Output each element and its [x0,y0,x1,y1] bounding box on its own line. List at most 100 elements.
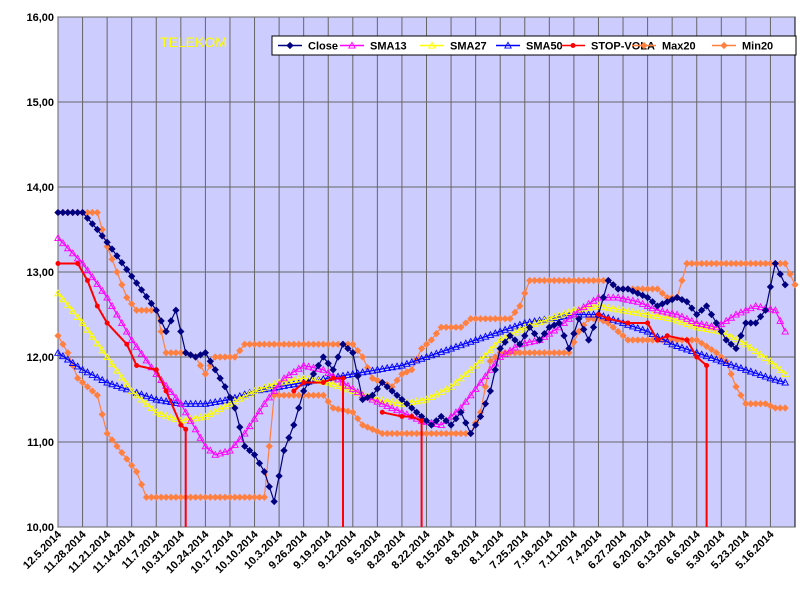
data-point-sma27 [270,380,279,388]
data-point-sma50 [682,345,691,353]
data-point-close [629,287,637,295]
data-point-sma13 [176,399,185,407]
data-point-sma13 [54,233,62,242]
data-point-sma27 [250,386,259,395]
data-point-max20 [118,281,126,289]
data-point-sma13 [348,384,357,392]
data-point-close [260,468,268,476]
data-point-sma50 [186,399,195,407]
data-point-close [639,291,647,299]
data-point-sma27 [294,374,303,383]
y-axis-ticks: 10,00 11,00 12,00 13,00 14,00 15,00 16,00 [26,12,54,534]
data-point-min20 [761,400,770,408]
data-point-sma27 [196,413,205,421]
data-point-stop-vola [595,312,601,317]
data-point-close [776,270,784,278]
data-point-max20 [457,323,465,331]
data-point-max20 [496,315,504,323]
data-point-sma50 [93,373,102,381]
data-point-sma13 [309,363,318,371]
data-point-close [285,434,293,442]
data-point-max20 [290,340,298,348]
y-tick-label: 11,00 [27,437,54,449]
data-point-close [329,366,337,374]
data-point-max20 [359,353,367,361]
data-point-close [771,259,779,268]
data-point-stop-vola [124,341,130,347]
data-point-sma27 [265,381,274,389]
data-point-max20 [688,259,696,268]
data-point-sma50 [771,375,780,383]
data-point-sma27 [397,399,406,407]
data-point-sma50 [122,385,131,393]
data-point-sma27 [78,318,87,327]
data-point-min20 [530,349,539,357]
data-point-close [452,415,460,423]
data-point-sma13 [673,310,682,318]
data-point-stop-vola [134,363,140,368]
data-point-max20 [437,323,445,331]
data-point-min20 [422,429,431,438]
data-point-sma50 [397,361,406,369]
data-point-sma27 [83,325,92,333]
data-point-max20 [761,259,770,268]
data-point-min20 [481,383,490,391]
data-point-close [604,276,612,285]
data-point-min20 [398,429,406,438]
data-point-close [702,302,711,310]
data-point-close [698,306,706,314]
data-point-stop-vola [409,414,415,419]
data-point-sma50 [776,376,785,385]
legend-label: SMA13 [370,41,407,53]
data-point-sma13 [614,293,623,301]
data-point-sma27 [383,397,392,405]
data-point-sma27 [776,365,785,373]
data-point-sma13 [245,421,254,430]
data-point-max20 [334,340,342,348]
legend-item-stop-vola: STOP-VOLA [561,41,655,53]
data-point-min20 [241,493,249,501]
data-point-sma27 [619,306,627,314]
data-point-sma13 [707,322,716,330]
data-point-sma50 [732,362,741,370]
data-point-close [69,208,77,217]
data-point-sma50 [63,355,72,363]
data-point-sma50 [201,399,210,407]
data-point-close [152,306,160,314]
data-point-stop-vola [178,422,184,428]
data-point-sma27 [520,323,529,331]
data-point-max20 [540,276,549,285]
data-point-stop-vola [84,278,90,283]
data-point-sma13 [211,450,220,458]
data-point-close [580,325,588,333]
data-point-min20 [437,429,445,438]
data-point-close [756,313,765,321]
data-point-sma13 [343,381,352,389]
data-point-sma27 [663,313,672,321]
data-point-close [167,317,175,325]
data-point-close [196,351,205,359]
data-point-sma13 [63,244,72,252]
data-point-min20 [363,423,372,431]
data-point-max20 [476,315,485,323]
data-point-stop-vola [153,367,159,373]
data-point-sma27 [348,386,357,395]
data-point-close [295,404,303,412]
data-point-sma13 [692,318,701,327]
data-point-sma27 [584,303,593,311]
data-point-min20 [137,480,146,489]
data-point-min20 [74,374,82,382]
data-point-min20 [187,493,195,501]
data-point-close [575,315,583,323]
data-point-sma50 [412,356,421,364]
data-point-close [476,412,485,421]
data-point-sma13 [201,442,210,450]
data-point-close [437,412,445,421]
data-point-close [157,317,165,325]
data-point-close [442,417,450,425]
data-point-max20 [398,370,406,378]
data-point-close [447,421,455,429]
data-point-close [663,298,671,306]
data-point-min20 [452,429,460,438]
data-point-sma13 [604,293,613,301]
